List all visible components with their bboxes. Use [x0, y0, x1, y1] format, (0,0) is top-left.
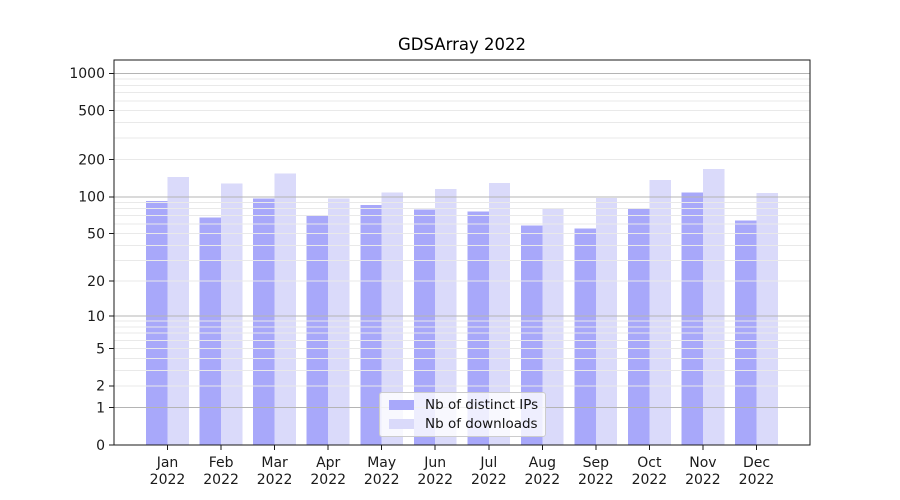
x-tick-label-Oct: Oct 2022 — [632, 455, 668, 488]
bar-distinct-ips-Apr — [306, 215, 329, 445]
legend-item-downloads: Nb of downloads — [389, 416, 538, 432]
y-tick-label-200: 200 — [78, 153, 105, 169]
y-tick-label-5: 5 — [96, 341, 105, 357]
bar-distinct-ips-Aug — [520, 225, 543, 445]
y-tick-label-100: 100 — [78, 190, 105, 206]
y-tick-label-20: 20 — [87, 274, 105, 290]
bar-distinct-ips-Sep — [574, 228, 596, 445]
x-tick-label-Apr: Apr 2022 — [310, 455, 346, 488]
legend-item-distinct-ips: Nb of distinct IPs — [389, 397, 539, 413]
x-tick-label-Jun: Jun 2022 — [417, 455, 453, 488]
x-tick-label-Jan: Jan 2022 — [150, 455, 186, 488]
x-tick-label-Dec: Dec 2022 — [739, 455, 775, 488]
bar-distinct-ips-May — [360, 204, 382, 445]
bar-downloads-Mar — [274, 173, 296, 445]
x-tick-label-May: May 2022 — [364, 455, 400, 488]
y-tick-label-10: 10 — [87, 309, 105, 325]
y-tick-label-2: 2 — [96, 379, 105, 395]
bar-distinct-ips-Jan — [146, 201, 168, 445]
legend: Nb of distinct IPs Nb of downloads — [379, 392, 546, 437]
bar-downloads-May — [381, 192, 404, 445]
x-tick-label-Sep: Sep 2022 — [578, 455, 614, 488]
y-axis: 0 1 2 5 10 20 50 100 200 500 1000 — [69, 66, 114, 454]
bar-downloads-Jul — [488, 182, 511, 446]
plot-border — [113, 59, 811, 446]
x-axis: Jan 2022 Feb 2022 Mar 2022 Apr 2022 May 2022 Jun 20… — [150, 445, 775, 488]
x-tick-label-Aug: Aug 2022 — [524, 455, 560, 488]
legend-label-downloads: Nb of downloads — [425, 416, 538, 432]
bar-distinct-ips-Jul — [467, 211, 489, 445]
legend-swatch-downloads — [389, 419, 414, 429]
y-tick-label-1000: 1000 — [69, 66, 105, 82]
bar-downloads-Jan — [167, 176, 189, 445]
x-tick-label-Nov: Nov 2022 — [685, 455, 721, 488]
x-tick-label-Jul: Jul 2022 — [471, 455, 507, 488]
bar-downloads-Oct — [649, 180, 671, 445]
x-tick-label-Mar: Mar 2022 — [257, 455, 293, 488]
gridlines-group — [114, 72, 810, 409]
legend-swatch-distinct-ips — [389, 400, 414, 410]
bar-distinct-ips-Feb — [199, 217, 222, 445]
bar-downloads-Nov — [702, 169, 725, 445]
bar-distinct-ips-Nov — [681, 192, 703, 445]
x-tick-label-Feb: Feb 2022 — [203, 455, 239, 488]
legend-label-distinct-ips: Nb of distinct IPs — [425, 397, 539, 413]
y-tick-label-0: 0 — [96, 438, 105, 454]
bar-downloads-Dec — [756, 193, 778, 445]
bar-downloads-Jun — [435, 188, 457, 445]
chart-title: GDSArray 2022 — [398, 35, 526, 54]
y-tick-label-500: 500 — [78, 103, 105, 119]
y-tick-label-1: 1 — [96, 401, 105, 417]
bar-downloads-Feb — [221, 183, 243, 445]
y-tick-label-50: 50 — [87, 226, 105, 242]
